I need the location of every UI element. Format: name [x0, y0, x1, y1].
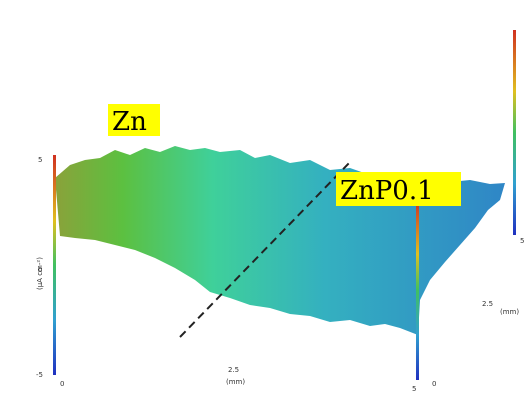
label-box: [336, 172, 461, 206]
z-axis-label: (μA cm-²): [36, 257, 44, 290]
y-axis-label: (mm): [500, 308, 519, 316]
y-tick-label: 2.5: [482, 300, 493, 308]
colorbar: [53, 155, 56, 375]
colorbar: [416, 200, 419, 380]
z-tick-label: 0: [38, 266, 42, 274]
sample-label: ZnP0.1: [340, 176, 434, 206]
divider-line: [179, 159, 353, 338]
x-axis-label: (mm): [226, 378, 245, 386]
x-tick-label: 0: [60, 380, 64, 388]
z-tick-label: 5: [38, 156, 42, 164]
x-tick-label: 5: [412, 385, 416, 393]
z-tick-label: -5: [36, 371, 43, 379]
x-tick-label: 2.5: [228, 366, 239, 374]
colorbar: [513, 30, 516, 235]
y-tick-label: 0: [432, 380, 436, 388]
label-box: [108, 104, 160, 136]
y-tick-label: 5: [520, 237, 524, 245]
sample-label: Zn: [112, 107, 147, 137]
